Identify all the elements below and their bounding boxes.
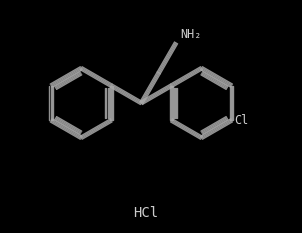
Text: NH₂: NH₂ — [180, 28, 201, 41]
Text: Cl: Cl — [235, 114, 249, 127]
Text: HCl: HCl — [133, 206, 158, 220]
